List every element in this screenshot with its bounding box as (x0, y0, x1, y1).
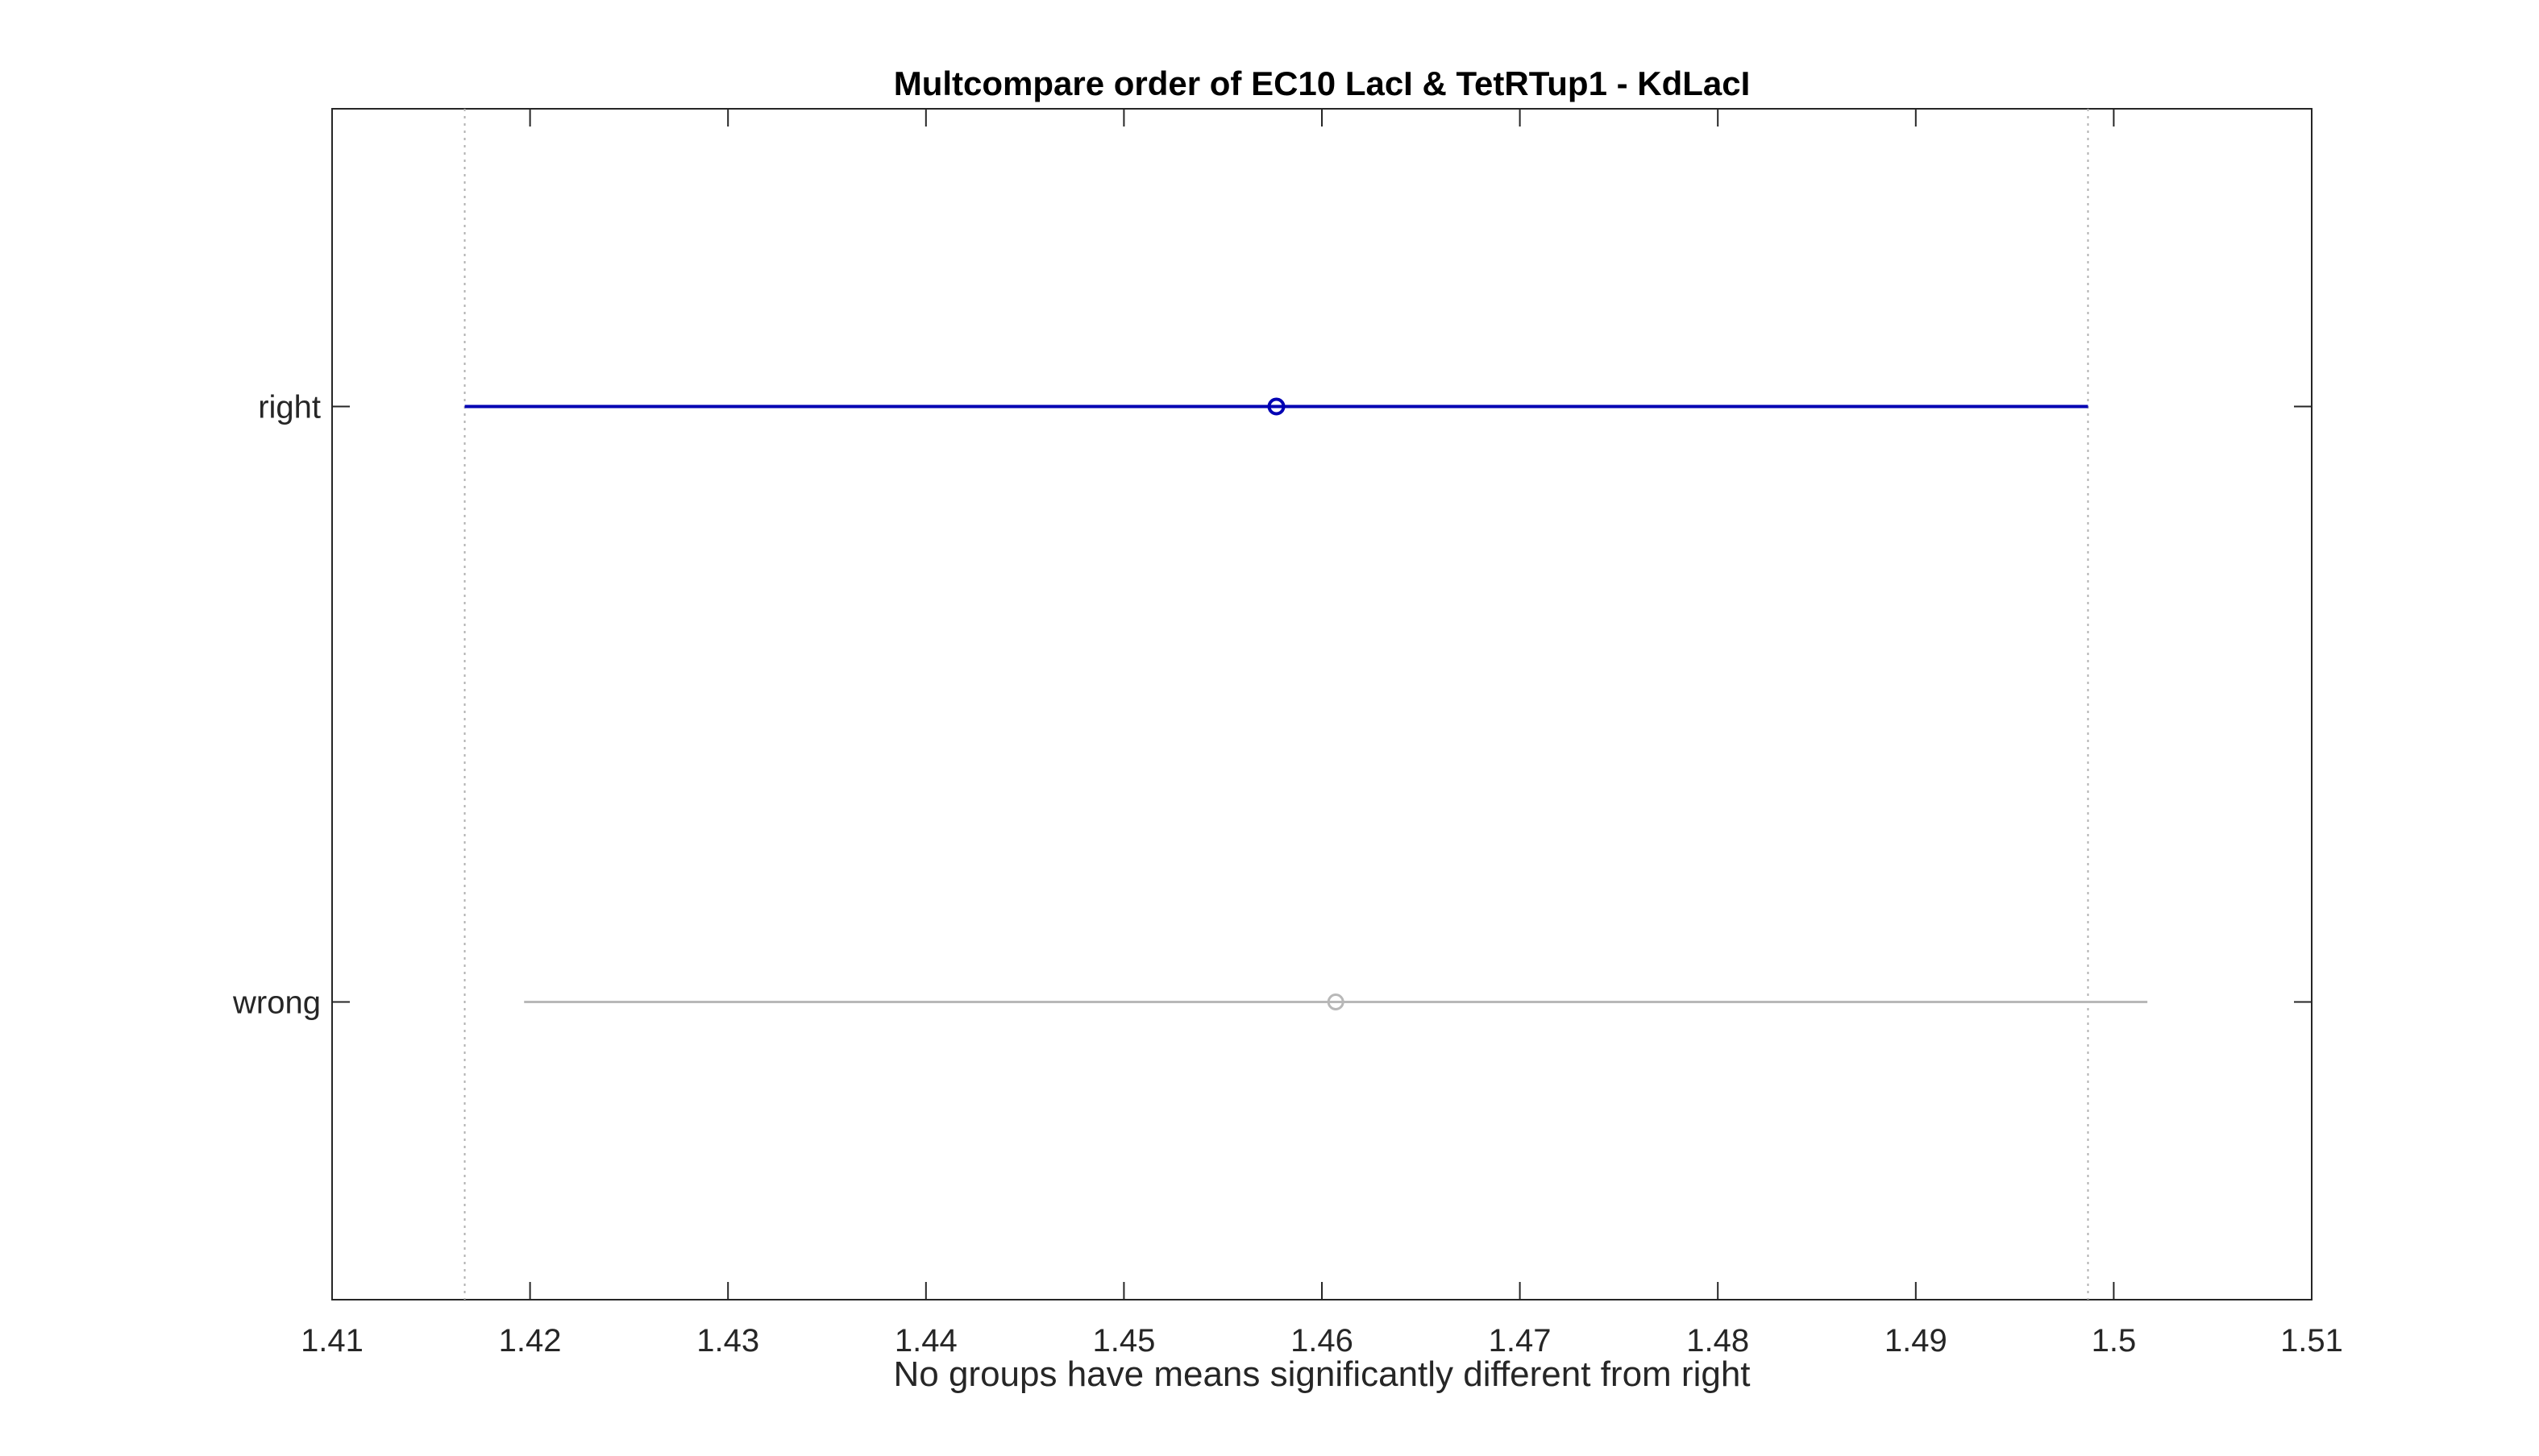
y-tick-label-right: right (258, 390, 321, 425)
x-tick-label: 1.45 (1092, 1323, 1155, 1359)
x-tick-label: 1.42 (499, 1323, 562, 1359)
x-tick-label: 1.41 (301, 1323, 364, 1359)
x-tick-label: 1.44 (895, 1323, 958, 1359)
x-tick-label: 1.47 (1489, 1323, 1552, 1359)
y-tick-label-wrong: wrong (232, 985, 321, 1021)
x-tick-label: 1.48 (1686, 1323, 1749, 1359)
x-axis-label: No groups have means significantly diffe… (893, 1354, 1750, 1394)
x-tick-label: 1.51 (2280, 1323, 2343, 1359)
x-tick-label: 1.43 (696, 1323, 759, 1359)
x-tick-label: 1.49 (1885, 1323, 1947, 1359)
plot-area-box (331, 108, 2313, 1300)
mean-marker-wrong (1327, 993, 1344, 1010)
x-tick-label: 1.46 (1290, 1323, 1353, 1359)
x-tick-label: 1.5 (2092, 1323, 2137, 1359)
mean-marker-right (1267, 397, 1286, 416)
chart-title: Multcompare order of EC10 LacI & TetRTup… (894, 64, 1751, 102)
chart-marks: 1.41 1.42 1.43 1.44 1.45 1.46 1.47 1.48 1.49 1.5 1… (232, 108, 2343, 1359)
